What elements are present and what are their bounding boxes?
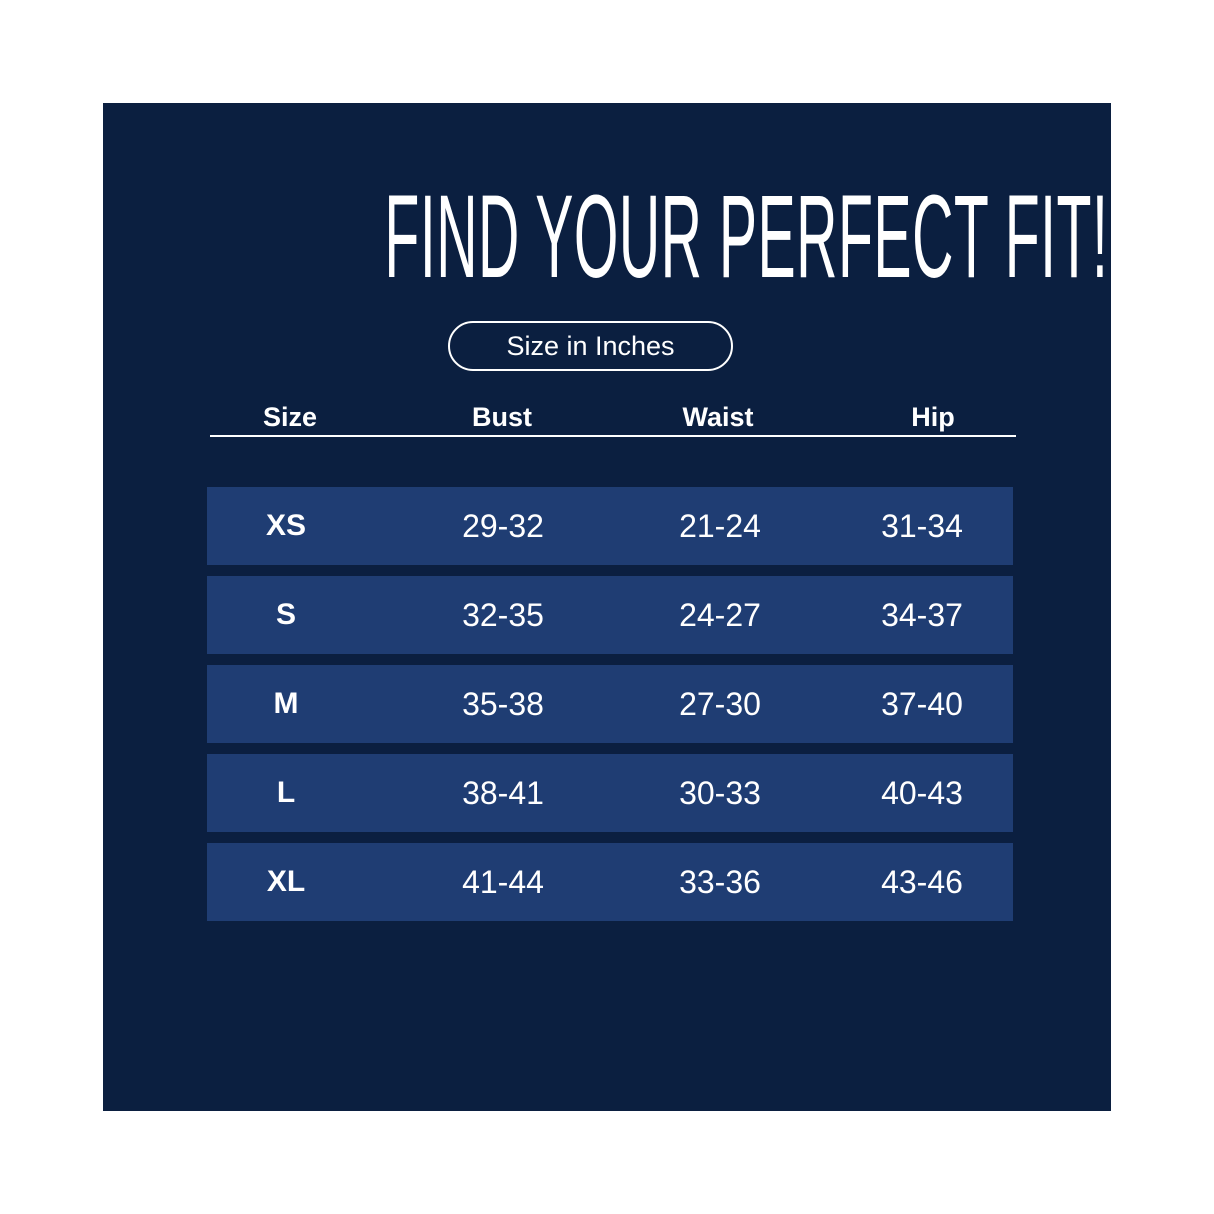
- cell-bust: 29-32: [462, 508, 544, 544]
- cell-hip: 34-37: [881, 597, 963, 633]
- title: FIND YOUR PERFECT FIT!: [0, 178, 1214, 296]
- cell-hip: 37-40: [881, 686, 963, 722]
- header-divider: [210, 435, 1016, 437]
- header-bust: Bust: [472, 402, 532, 432]
- table-row: L 38-41 30-33 40-43: [207, 754, 1013, 832]
- cell-waist: 27-30: [679, 686, 761, 722]
- cell-hip: 40-43: [881, 775, 963, 811]
- cell-bust: 32-35: [462, 597, 544, 633]
- header-waist: Waist: [682, 402, 754, 432]
- cell-size: XL: [266, 865, 306, 898]
- cell-bust: 41-44: [462, 864, 544, 900]
- table-row: XS 29-32 21-24 31-34: [207, 487, 1013, 565]
- cell-size: L: [276, 776, 296, 809]
- table-row: S 32-35 24-27 34-37: [207, 576, 1013, 654]
- cell-bust: 35-38: [462, 686, 544, 722]
- cell-size: S: [275, 598, 297, 631]
- table-row: M 35-38 27-30 37-40: [207, 665, 1013, 743]
- header-size: Size: [262, 402, 318, 432]
- title-text: FIND YOUR PERFECT FIT!: [384, 171, 1109, 303]
- cell-hip: 31-34: [881, 508, 963, 544]
- cell-hip: 43-46: [881, 864, 963, 900]
- header-hip: Hip: [911, 402, 955, 432]
- cell-waist: 24-27: [679, 597, 761, 633]
- cell-waist: 21-24: [679, 508, 761, 544]
- table-row: XL 41-44 33-36 43-46: [207, 843, 1013, 921]
- cell-size: M: [273, 687, 299, 720]
- cell-waist: 33-36: [679, 864, 761, 900]
- cell-waist: 30-33: [679, 775, 761, 811]
- unit-badge: Size in Inches: [448, 321, 733, 371]
- cell-size: XS: [265, 509, 307, 542]
- cell-bust: 38-41: [462, 775, 544, 811]
